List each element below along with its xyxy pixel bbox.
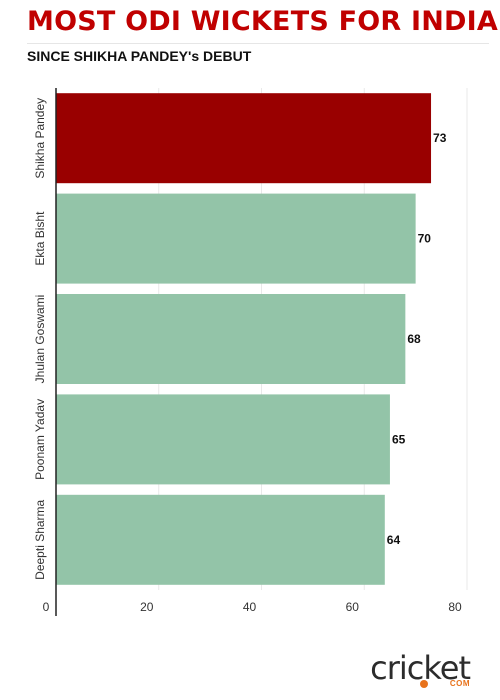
chart-subtitle: SINCE SHIKHA PANDEY's DEBUT bbox=[27, 48, 252, 64]
category-label: Jhulan Goswami bbox=[33, 295, 47, 384]
bar-chart: 73 Shikha Pandey 70 Ekta Bisht 68 Jhulan Gosw… bbox=[33, 88, 468, 616]
bar bbox=[56, 294, 406, 384]
logo-subtext: COM bbox=[449, 679, 470, 688]
x-tick-label: 40 bbox=[243, 600, 257, 614]
category-label: Ekta Bisht bbox=[33, 211, 47, 266]
chart-title: MOST ODI WICKETS FOR INDIA bbox=[27, 6, 498, 37]
logo-wordmark: cricket bbox=[370, 649, 471, 687]
category-label: Shikha Pandey bbox=[33, 98, 47, 179]
bar bbox=[56, 494, 385, 585]
title-divider bbox=[27, 43, 489, 44]
bar bbox=[56, 93, 432, 184]
x-tick-label: 0 bbox=[43, 600, 50, 614]
bar bbox=[56, 193, 416, 284]
category-label: Deepti Sharma bbox=[33, 499, 47, 579]
data-label: 68 bbox=[407, 332, 421, 346]
logo-dot-icon bbox=[420, 680, 428, 688]
data-label: 64 bbox=[387, 533, 401, 547]
data-label: 65 bbox=[392, 432, 406, 446]
cricket-com-logo: cricket COM bbox=[358, 649, 471, 692]
category-label: Poonam Yadav bbox=[33, 399, 47, 480]
data-label: 70 bbox=[418, 232, 432, 246]
data-label: 73 bbox=[433, 131, 447, 145]
x-tick-label: 20 bbox=[140, 600, 154, 614]
x-tick-label: 80 bbox=[448, 600, 462, 614]
x-tick-label: 60 bbox=[346, 600, 360, 614]
bar bbox=[56, 394, 390, 485]
